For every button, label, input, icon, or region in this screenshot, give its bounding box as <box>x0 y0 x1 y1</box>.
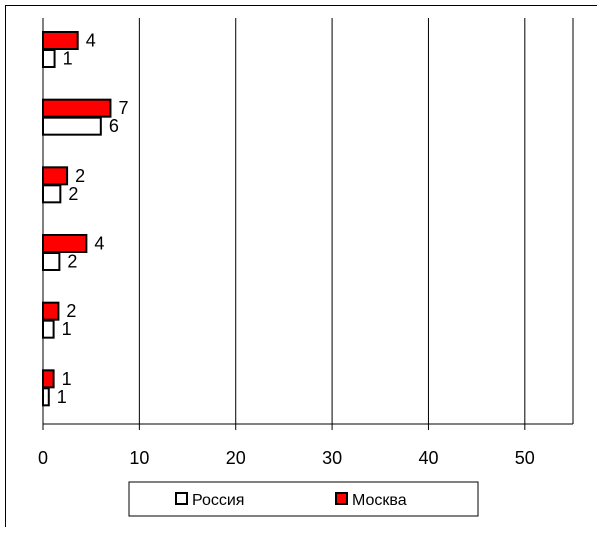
legend-label-rossiya: Россия <box>192 492 244 509</box>
bar-moskva <box>42 166 69 186</box>
x-tick-label: 50 <box>515 448 535 468</box>
legend-swatch-moskva <box>335 492 348 505</box>
chart-frame <box>5 5 597 527</box>
data-label: 7 <box>118 98 128 118</box>
bar-moskva <box>42 369 55 389</box>
x-tick-label: 10 <box>129 448 149 468</box>
data-label: 2 <box>66 301 76 321</box>
bar-moskva <box>42 31 79 50</box>
data-label: 1 <box>63 49 73 69</box>
legend: Россия Москва <box>128 481 479 517</box>
data-label: 2 <box>75 166 85 186</box>
bar-moskva <box>42 301 60 321</box>
bars <box>42 31 112 407</box>
data-label: 2 <box>68 184 78 204</box>
data-label: 4 <box>94 234 104 254</box>
x-tick-label: 40 <box>418 448 438 468</box>
x-tick-label: 20 <box>226 448 246 468</box>
bar-rossiya <box>42 49 56 68</box>
legend-label-moskva: Москва <box>352 492 407 509</box>
bar-rossiya <box>42 184 62 204</box>
bar-moskva <box>42 234 88 253</box>
bar-moskva <box>42 98 112 118</box>
bar-rossiya <box>42 116 102 136</box>
data-label: 1 <box>62 369 72 389</box>
x-tick-label: 0 <box>38 448 48 468</box>
plot-area <box>43 18 573 424</box>
data-label: 4 <box>86 31 96 51</box>
data-label: 6 <box>109 116 119 136</box>
data-label: 1 <box>57 387 67 407</box>
grid-lines <box>43 18 574 424</box>
bar-rossiya <box>42 252 61 271</box>
x-axis: 0 10 20 30 40 50 <box>38 18 573 468</box>
legend-swatch-rossiya <box>175 492 188 505</box>
bar-rossiya <box>42 319 55 339</box>
data-label: 1 <box>62 319 72 339</box>
data-label: 2 <box>67 252 77 272</box>
x-tick-label: 30 <box>322 448 342 468</box>
bar-rossiya <box>42 387 50 407</box>
